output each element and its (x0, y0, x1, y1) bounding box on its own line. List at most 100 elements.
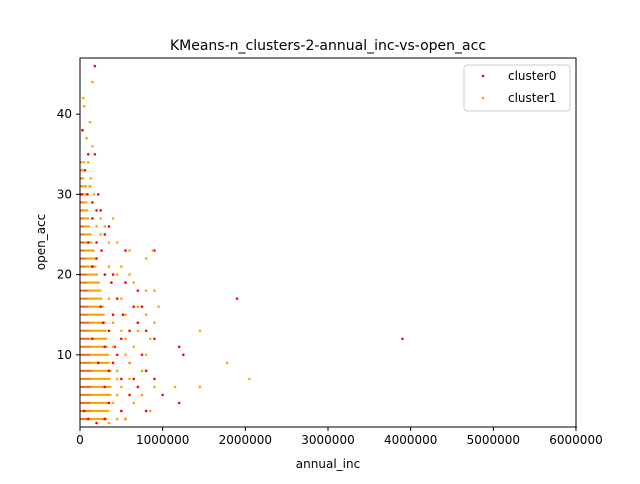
point-band-overlay (80, 298, 88, 300)
data-point-cluster0 (103, 385, 107, 389)
data-point-cluster0 (95, 421, 98, 425)
data-point-cluster0 (144, 409, 148, 413)
data-point-cluster1 (111, 321, 115, 325)
data-point-cluster0 (86, 417, 90, 421)
data-point-cluster1 (151, 249, 155, 252)
data-point-cluster1 (120, 329, 123, 333)
data-point-cluster0 (86, 241, 90, 244)
data-point-cluster1 (88, 185, 92, 188)
point-band-overlay (80, 306, 89, 308)
data-point-cluster0 (91, 337, 94, 341)
data-point-cluster1 (86, 265, 89, 268)
point-band-overlay (80, 225, 84, 228)
data-point-cluster1 (153, 289, 156, 292)
x-tick-label: 2000000 (219, 433, 272, 447)
data-point-cluster0 (107, 369, 111, 373)
data-point-cluster0 (80, 193, 83, 196)
x-tick-label: 5000000 (467, 433, 520, 447)
data-point-cluster1 (144, 313, 148, 316)
data-point-cluster0 (177, 345, 181, 349)
point-band (80, 361, 110, 364)
data-point-cluster0 (111, 361, 115, 365)
data-point-cluster0 (136, 321, 140, 325)
data-point-cluster0 (93, 64, 97, 68)
data-point-cluster0 (161, 393, 164, 397)
data-point-cluster0 (86, 152, 90, 156)
data-point-cluster0 (107, 401, 111, 405)
data-point-cluster0 (120, 377, 123, 381)
data-point-cluster1 (225, 361, 229, 365)
data-point-cluster0 (132, 377, 136, 381)
data-point-cluster0 (91, 201, 94, 204)
data-point-cluster1 (115, 241, 119, 244)
point-band-overlay (80, 394, 91, 396)
data-point-cluster1 (144, 353, 148, 357)
data-point-cluster0 (115, 353, 119, 357)
point-band-overlay (80, 282, 87, 284)
data-point-cluster1 (120, 265, 123, 268)
data-point-cluster1 (107, 265, 111, 268)
data-point-cluster0 (120, 409, 123, 413)
point-band (80, 201, 88, 204)
legend-marker-cluster0 (481, 74, 485, 78)
point-band (80, 233, 92, 236)
data-point-cluster1 (115, 393, 119, 397)
data-point-cluster1 (128, 249, 131, 252)
x-axis-label: annual_inc (296, 457, 360, 471)
point-band (80, 369, 112, 372)
data-point-cluster1 (111, 345, 115, 349)
data-point-cluster1 (111, 401, 115, 405)
data-point-cluster1 (89, 177, 93, 180)
data-point-cluster1 (115, 369, 119, 373)
data-point-cluster0 (140, 353, 144, 357)
data-point-cluster0 (103, 417, 107, 421)
data-point-cluster0 (128, 329, 131, 333)
point-band (80, 297, 103, 300)
x-tick-label: 3000000 (301, 433, 354, 447)
y-tick-label: 40 (57, 107, 72, 121)
data-point-cluster1 (91, 80, 94, 84)
data-point-cluster0 (110, 281, 113, 284)
data-point-cluster1 (85, 136, 88, 140)
data-point-cluster0 (93, 152, 97, 156)
data-point-cluster1 (124, 337, 127, 341)
point-band-overlay (80, 362, 91, 364)
data-point-cluster0 (140, 305, 144, 308)
y-tick-label: 20 (57, 268, 72, 282)
point-band (80, 185, 85, 188)
data-point-cluster1 (148, 409, 152, 413)
point-band-overlay (80, 338, 90, 340)
data-point-cluster1 (173, 385, 177, 389)
data-point-cluster0 (111, 313, 115, 316)
point-band-overlay (80, 233, 85, 236)
point-band (80, 209, 89, 212)
data-point-cluster0 (177, 401, 181, 405)
point-band (80, 377, 111, 380)
point-band-overlay (80, 346, 90, 348)
point-band-overlay (80, 217, 84, 220)
point-band (80, 353, 109, 356)
data-point-cluster0 (120, 337, 123, 341)
point-band-overlay (80, 273, 87, 276)
data-point-cluster1 (128, 273, 131, 276)
point-band (80, 217, 90, 220)
y-axis-label: open_acc (34, 214, 48, 271)
legend: cluster0 cluster1 (463, 64, 571, 112)
data-point-cluster1 (198, 385, 202, 389)
point-band-overlay (80, 265, 86, 268)
x-axis-ticks: 0 1000000 2000000 3000000 4000000 5000000 6000… (76, 427, 603, 447)
point-band (80, 241, 93, 244)
data-point-cluster0 (136, 289, 140, 292)
point-band (80, 401, 110, 405)
point-band-overlay (80, 201, 83, 203)
data-point-cluster1 (140, 393, 144, 397)
data-point-cluster1 (84, 185, 88, 188)
data-point-cluster1 (107, 297, 111, 300)
data-point-cluster1 (124, 353, 127, 357)
data-point-cluster0 (132, 305, 136, 308)
data-point-cluster0 (99, 209, 102, 212)
y-tick-label: 30 (57, 187, 72, 201)
point-band-overlay (80, 402, 91, 404)
data-point-cluster1 (99, 233, 102, 236)
